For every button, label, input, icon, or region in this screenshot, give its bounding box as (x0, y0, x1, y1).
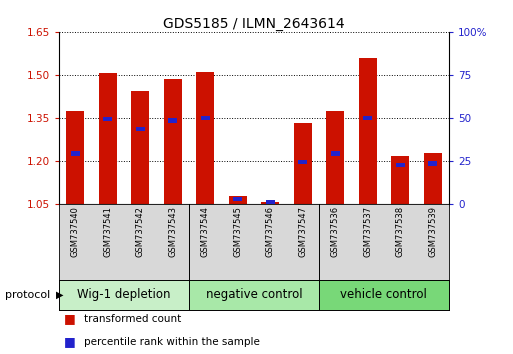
Bar (294, 124, 311, 204)
Bar (266, 200, 274, 204)
Text: GSM737541: GSM737541 (103, 206, 112, 257)
Bar (391, 156, 409, 204)
Bar (201, 115, 210, 120)
Bar (233, 197, 242, 201)
Text: GSM737545: GSM737545 (233, 206, 242, 257)
Bar (59, 280, 189, 310)
Text: GSM737542: GSM737542 (136, 206, 145, 257)
Text: Wig-1 depletion: Wig-1 depletion (77, 288, 171, 301)
Bar (66, 110, 84, 204)
Text: GSM737538: GSM737538 (396, 206, 405, 257)
Bar (71, 151, 80, 156)
Bar (131, 91, 149, 204)
Bar (229, 196, 247, 204)
Text: GSM737539: GSM737539 (428, 206, 437, 257)
Bar (331, 151, 340, 156)
Bar (319, 280, 449, 310)
Text: vehicle control: vehicle control (341, 288, 427, 301)
Bar (196, 72, 214, 204)
Bar (428, 161, 437, 166)
Bar (103, 117, 112, 121)
Text: negative control: negative control (206, 288, 302, 301)
Bar (136, 127, 145, 131)
Text: GSM737543: GSM737543 (168, 206, 177, 257)
Bar (326, 110, 344, 204)
Text: ■: ■ (64, 335, 76, 348)
Bar (261, 202, 279, 204)
Text: transformed count: transformed count (84, 314, 181, 324)
Text: GSM737546: GSM737546 (266, 206, 274, 257)
Bar (189, 280, 319, 310)
Bar (298, 160, 307, 164)
Text: ▶: ▶ (56, 290, 64, 300)
Bar (164, 79, 182, 204)
Text: GSM737537: GSM737537 (363, 206, 372, 257)
Text: percentile rank within the sample: percentile rank within the sample (84, 337, 260, 347)
Bar (424, 154, 442, 204)
Bar (99, 73, 116, 204)
Bar (359, 58, 377, 204)
Bar (396, 163, 405, 167)
Bar (168, 119, 177, 123)
Text: GSM737544: GSM737544 (201, 206, 210, 257)
Text: protocol: protocol (5, 290, 54, 300)
Text: GSM737540: GSM737540 (71, 206, 80, 257)
Text: ■: ■ (64, 312, 76, 325)
Text: GSM737536: GSM737536 (331, 206, 340, 257)
Bar (363, 115, 372, 120)
Text: GSM737547: GSM737547 (298, 206, 307, 257)
Title: GDS5185 / ILMN_2643614: GDS5185 / ILMN_2643614 (163, 17, 345, 31)
